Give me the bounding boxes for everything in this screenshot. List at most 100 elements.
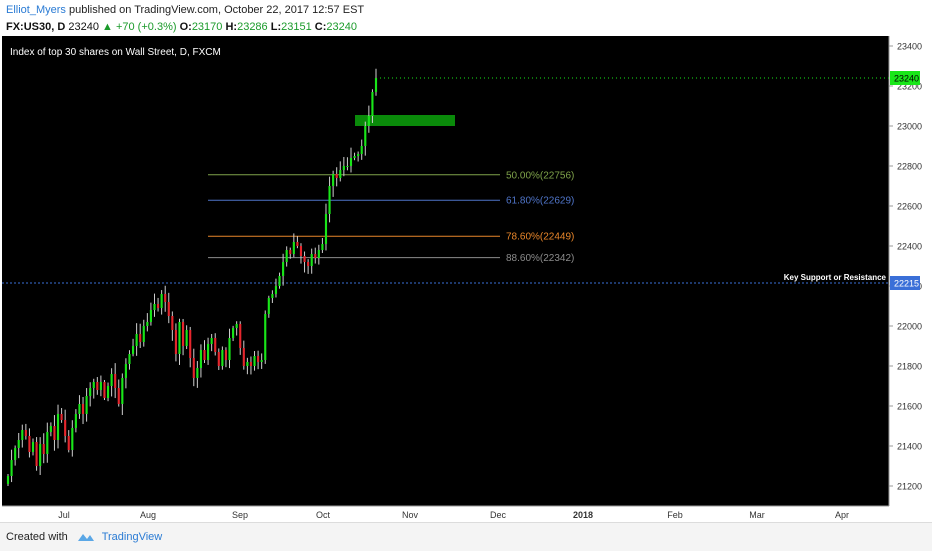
candle-body bbox=[367, 116, 370, 126]
candle-body bbox=[146, 322, 149, 326]
plot-background bbox=[2, 36, 889, 506]
candle-body bbox=[24, 430, 27, 436]
candle-body bbox=[271, 294, 274, 298]
candle-body bbox=[353, 156, 356, 158]
y-tick-label: 22400 bbox=[897, 242, 922, 252]
x-tick-label: Apr bbox=[835, 510, 849, 520]
author-link[interactable]: Elliot_Myers bbox=[6, 4, 66, 16]
change-value: +70 (+0.3%) bbox=[115, 21, 177, 33]
candle-body bbox=[349, 158, 353, 166]
created-label: Created with bbox=[6, 531, 68, 543]
support-price-tag bbox=[890, 276, 920, 290]
up-arrow-icon: ▲ bbox=[102, 21, 113, 33]
candle-body bbox=[364, 126, 367, 146]
candle-body bbox=[217, 352, 220, 366]
candle-body bbox=[224, 350, 228, 360]
candle-body bbox=[335, 174, 338, 178]
chart-title: Index of top 30 shares on Wall Street, D… bbox=[10, 47, 221, 58]
candle-body bbox=[64, 420, 67, 436]
candle-body bbox=[260, 360, 263, 362]
candle-body bbox=[89, 388, 92, 396]
candle-body bbox=[110, 374, 113, 386]
candle-body bbox=[285, 250, 288, 262]
candle-body bbox=[346, 166, 349, 167]
candle-body bbox=[314, 254, 317, 258]
candle-body bbox=[46, 432, 49, 454]
candle-body bbox=[71, 428, 74, 450]
y-tick-label: 23200 bbox=[897, 82, 922, 92]
x-tick-label: Aug bbox=[140, 510, 156, 520]
open-label: O: bbox=[179, 21, 192, 33]
candle-body bbox=[267, 298, 270, 314]
candlestick-chart[interactable]: 2120021400216002180022000222002240022600… bbox=[0, 36, 932, 522]
candle-body bbox=[53, 426, 56, 440]
candle-body bbox=[131, 346, 135, 354]
x-tick-label: Nov bbox=[402, 510, 419, 520]
ohlc-readout: FX:US30, D 23240 ▲ +70 (+0.3%) O:23170 H… bbox=[6, 21, 357, 33]
x-tick-label: Jul bbox=[58, 510, 70, 520]
publication-line: Elliot_Myers published on TradingView.co… bbox=[6, 4, 364, 16]
candle-body bbox=[39, 444, 42, 466]
fib-level-label: 50.00%(22756) bbox=[506, 170, 574, 181]
x-tick-label: Dec bbox=[490, 510, 507, 520]
candle-body bbox=[228, 338, 231, 360]
x-tick-label: Mar bbox=[749, 510, 765, 520]
candle-body bbox=[232, 328, 235, 338]
candle-body bbox=[153, 304, 156, 310]
candle-body bbox=[6, 476, 10, 484]
candle-body bbox=[142, 326, 145, 342]
low-label: L: bbox=[270, 21, 282, 33]
y-tick-label: 22800 bbox=[897, 162, 922, 172]
resistance-zone bbox=[355, 115, 455, 126]
x-tick-label: Oct bbox=[316, 510, 331, 520]
candle-body bbox=[324, 214, 328, 244]
candle-body bbox=[203, 350, 206, 360]
candle-body bbox=[342, 166, 345, 170]
fib-level-label: 88.60%(22342) bbox=[506, 253, 574, 264]
candle-body bbox=[357, 154, 360, 156]
chart-area[interactable]: 2120021400216002180022000222002240022600… bbox=[0, 36, 932, 522]
y-tick-label: 23000 bbox=[897, 122, 922, 132]
candle-body bbox=[156, 304, 160, 308]
candle-body bbox=[160, 294, 163, 308]
candle-body bbox=[278, 276, 281, 286]
y-tick-label: 21600 bbox=[897, 402, 922, 412]
candle-body bbox=[42, 444, 45, 454]
candle-body bbox=[214, 338, 217, 352]
candle-body bbox=[178, 322, 181, 354]
candle-body bbox=[299, 246, 303, 256]
candle-body bbox=[317, 250, 320, 258]
candle-body bbox=[128, 354, 131, 364]
price-axis-panel bbox=[889, 36, 932, 506]
candle-body bbox=[167, 302, 170, 316]
candle-body bbox=[192, 358, 195, 378]
candle-body bbox=[210, 338, 213, 344]
tradingview-link[interactable]: TradingView bbox=[101, 531, 163, 543]
candle-body bbox=[60, 414, 63, 420]
y-tick-label: 21200 bbox=[897, 482, 922, 492]
candle-body bbox=[78, 404, 81, 414]
support-price-label: 22215 bbox=[894, 279, 919, 289]
candle-body bbox=[246, 362, 249, 366]
candle-body bbox=[21, 430, 24, 440]
y-tick-label: 21400 bbox=[897, 442, 922, 452]
open-value: 23170 bbox=[191, 21, 223, 33]
candle-body bbox=[221, 350, 224, 366]
candle-body bbox=[14, 448, 17, 460]
x-tick-label: Sep bbox=[232, 510, 248, 520]
candle-body bbox=[164, 294, 167, 302]
candle-body bbox=[56, 414, 60, 440]
candle-body bbox=[114, 374, 117, 388]
candle-body bbox=[235, 324, 238, 328]
candle-body bbox=[196, 368, 199, 378]
candle-body bbox=[85, 396, 88, 414]
created-with-text: Created with TradingView bbox=[6, 531, 162, 543]
candle-body bbox=[242, 348, 245, 366]
candle-body bbox=[239, 324, 242, 348]
candle-body bbox=[92, 382, 95, 388]
candle-body bbox=[35, 442, 38, 466]
candle-body bbox=[74, 414, 77, 428]
candle-body bbox=[249, 362, 253, 366]
candle-body bbox=[149, 310, 152, 322]
tradingview-logo-icon bbox=[77, 534, 94, 542]
